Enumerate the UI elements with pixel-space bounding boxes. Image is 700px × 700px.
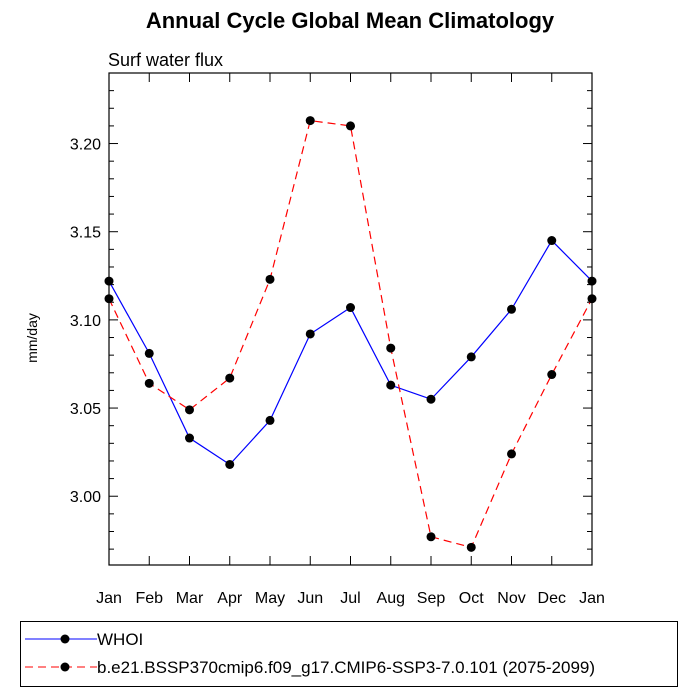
y-tick-label: 3.05 xyxy=(70,401,101,418)
x-tick-label: Sep xyxy=(417,590,446,607)
data-point-series-1 xyxy=(507,449,516,459)
data-point-series-0 xyxy=(144,348,154,358)
legend-marker-whoi xyxy=(25,634,97,644)
plot-area: 3.00 3.05 3.10 3.15 3.20 Jan Feb Mar Apr May Jun Ju… xyxy=(70,72,605,607)
data-point-series-0 xyxy=(426,394,436,404)
chart-subtitle: Surf water flux xyxy=(108,50,224,70)
data-point-series-1 xyxy=(426,532,436,542)
data-point-series-0 xyxy=(225,459,235,469)
data-point-series-0 xyxy=(587,276,597,286)
legend-label-whoi: WHOI xyxy=(97,630,144,649)
x-tick-label: Oct xyxy=(459,590,484,607)
data-point-series-1 xyxy=(185,405,194,415)
legend-entry-whoi: WHOI xyxy=(21,626,677,652)
data-point-series-0 xyxy=(547,236,557,246)
data-point-series-0 xyxy=(386,380,396,390)
data-point-series-1 xyxy=(386,343,396,353)
chart-title: Annual Cycle Global Mean Climatology xyxy=(145,8,555,33)
series-line-1 xyxy=(108,119,593,549)
y-tick-label: 3.00 xyxy=(70,489,101,506)
x-tick-label: May xyxy=(255,590,285,607)
x-tick-label: Jun xyxy=(297,590,323,607)
data-point-series-0 xyxy=(185,433,194,443)
legend-marker-ssp370 xyxy=(25,662,97,672)
data-point-series-0 xyxy=(507,304,516,314)
series-line-0 xyxy=(108,239,593,466)
x-tick-label: Jul xyxy=(340,590,360,607)
data-point-series-0 xyxy=(305,329,315,339)
legend-label-ssp370: b.e21.BSSP370cmip6.f09_g17.CMIP6-SSP3-7.… xyxy=(97,658,596,677)
data-point-series-1 xyxy=(265,274,275,284)
x-tick-label: Dec xyxy=(538,590,566,607)
legend: WHOI b.e21.BSSP370cmip6.f09_g17.CMIP6-SS… xyxy=(20,621,678,687)
y-tick-label: 3.15 xyxy=(70,225,101,242)
data-point-series-1 xyxy=(104,294,114,304)
x-tick-label: Jan xyxy=(96,590,122,607)
data-point-series-0 xyxy=(346,303,355,313)
y-tick-label: 3.10 xyxy=(70,313,101,330)
data-point-series-1 xyxy=(225,373,235,383)
plot-frame xyxy=(108,72,593,566)
legend-entry-ssp370: b.e21.BSSP370cmip6.f09_g17.CMIP6-SSP3-7.… xyxy=(21,654,677,680)
data-point-series-1 xyxy=(144,378,154,388)
x-tick-label: Mar xyxy=(176,590,204,607)
x-tick-label: Apr xyxy=(217,590,243,607)
x-tick-label: Nov xyxy=(497,590,525,607)
data-point-series-1 xyxy=(466,542,476,552)
data-point-series-1 xyxy=(547,370,557,380)
data-point-series-1 xyxy=(305,116,315,126)
data-point-series-1 xyxy=(346,121,355,131)
data-point-series-1 xyxy=(587,294,597,304)
x-tick-label: Feb xyxy=(135,590,163,607)
y-tick-label: 3.20 xyxy=(70,137,101,154)
x-tick-label: Jan xyxy=(579,590,605,607)
data-point-series-0 xyxy=(265,415,275,425)
x-tick-label: Aug xyxy=(377,590,405,607)
data-point-series-0 xyxy=(466,352,476,362)
data-point-series-0 xyxy=(104,276,114,286)
